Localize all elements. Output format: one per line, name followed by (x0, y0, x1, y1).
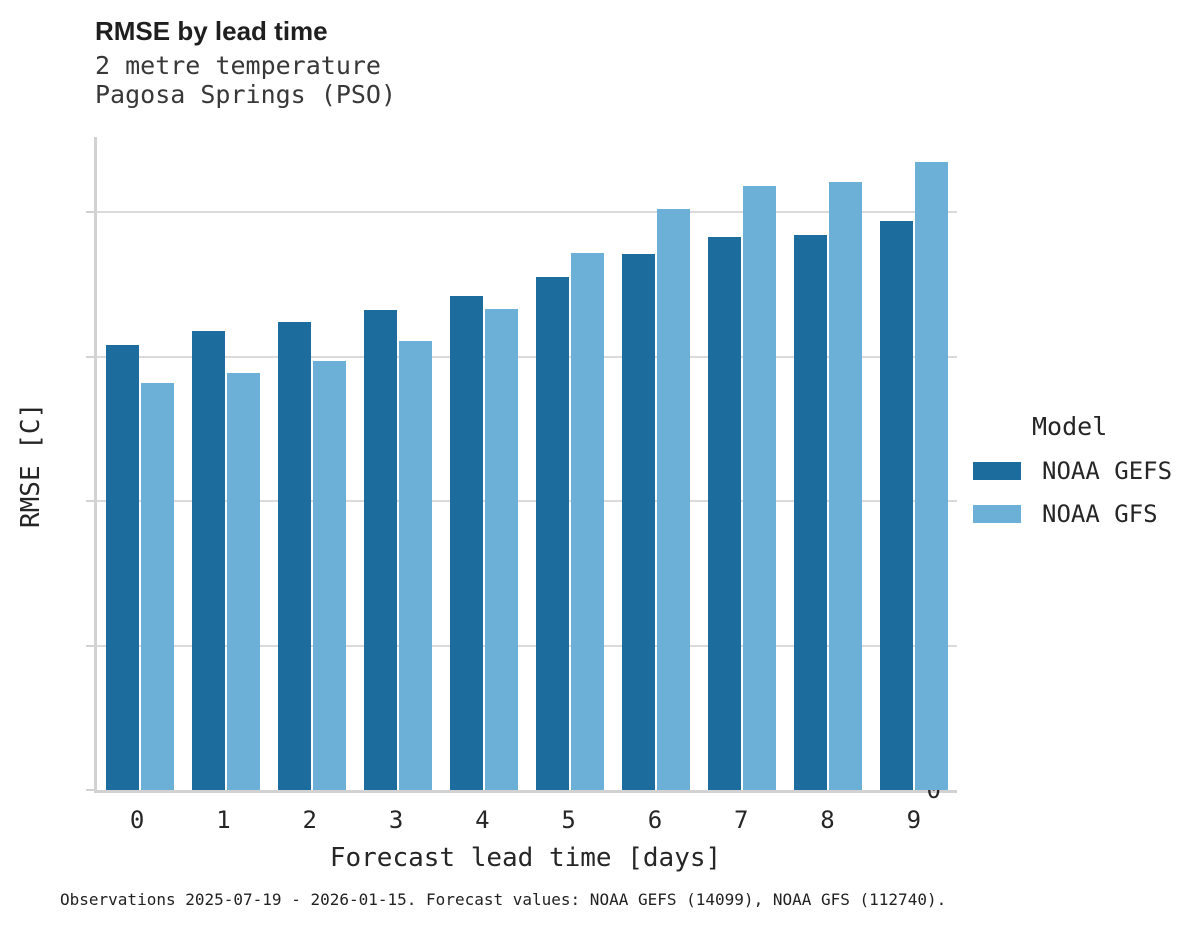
chart-subtitle-variable: 2 metre temperature (95, 51, 381, 80)
x-tick-label-5: 5 (561, 806, 576, 834)
legend: Model NOAA GEFS NOAA GFS (973, 412, 1188, 543)
x-tick-label-3: 3 (388, 806, 404, 834)
x-tick-label-1: 1 (216, 806, 231, 834)
legend-label: NOAA GFS (1042, 500, 1158, 528)
bar-noaa-gefs-lead-3 (364, 310, 397, 790)
x-tick-label-2: 2 (302, 806, 317, 834)
x-tick-label-4: 4 (475, 806, 490, 834)
bar-noaa-gefs-lead-7 (708, 236, 741, 790)
bar-noaa-gfs-lead-5 (571, 252, 604, 790)
legend-title: Model (1032, 412, 1108, 441)
bar-noaa-gefs-lead-4 (450, 295, 483, 790)
x-axis-label: Forecast lead time [days] (329, 843, 722, 873)
legend-swatch-noaa-gfs (973, 505, 1021, 523)
legend-items: NOAA GEFS NOAA GFS (973, 457, 1188, 528)
y-axis-label: RMSE [C] (16, 402, 46, 528)
chart-subtitle-station: Pagosa Springs (PSO) (95, 80, 397, 109)
x-tick-label-8: 8 (820, 806, 835, 834)
x-axis-tick-labels: 0 1 2 3 4 5 6 7 8 9 (94, 806, 957, 834)
bar-noaa-gfs-lead-1 (227, 372, 260, 790)
bar-group-lead-1 (192, 137, 260, 790)
legend-swatch-noaa-gefs (973, 462, 1021, 480)
bar-group-lead-6 (622, 137, 690, 790)
bar-noaa-gefs-lead-8 (794, 235, 827, 790)
bar-noaa-gfs-lead-6 (657, 209, 690, 790)
bar-noaa-gefs-lead-6 (622, 254, 655, 790)
legend-label: NOAA GEFS (1042, 457, 1173, 485)
bar-group-lead-9 (880, 137, 948, 790)
bar-group-lead-7 (708, 137, 776, 790)
bar-group-lead-0 (106, 137, 174, 790)
gridline-y-1 (97, 644, 957, 647)
bar-noaa-gfs-lead-2 (313, 360, 346, 790)
bar-noaa-gefs-lead-1 (192, 330, 225, 790)
gridline-y-3 (97, 355, 957, 358)
bar-group-lead-5 (536, 137, 604, 790)
bar-noaa-gfs-lead-7 (743, 186, 776, 790)
x-tick-label-9: 9 (906, 806, 922, 834)
y-tick-mark-0 (86, 789, 94, 791)
chart-title: RMSE by lead time (95, 16, 328, 46)
x-tick-label-6: 6 (647, 806, 663, 834)
bar-noaa-gefs-lead-2 (278, 321, 311, 790)
bar-group-lead-8 (794, 137, 862, 790)
legend-item-noaa-gefs: NOAA GEFS (973, 457, 1188, 485)
bar-group-lead-2 (278, 137, 346, 790)
bar-noaa-gefs-lead-5 (536, 277, 569, 790)
bar-noaa-gfs-lead-4 (485, 308, 518, 790)
y-tick-mark-1 (86, 644, 94, 647)
bar-noaa-gfs-lead-0 (141, 382, 174, 790)
x-tick-label-0: 0 (129, 806, 145, 834)
bar-noaa-gfs-lead-8 (829, 181, 862, 790)
gridline-y-4 (97, 211, 957, 214)
y-tick-mark-4 (86, 211, 94, 214)
bar-noaa-gefs-lead-9 (880, 220, 913, 790)
footer-caption: Observations 2025-07-19 - 2026-01-15. Fo… (60, 890, 947, 909)
bar-noaa-gfs-lead-3 (399, 340, 432, 790)
y-tick-mark-2 (86, 500, 94, 503)
x-tick-label-7: 7 (734, 806, 749, 834)
bar-group-lead-3 (364, 137, 432, 790)
legend-item-noaa-gfs: NOAA GFS (973, 500, 1188, 528)
gridline-y-2 (97, 500, 957, 503)
bar-noaa-gfs-lead-9 (915, 161, 948, 790)
bar-group-lead-4 (450, 137, 518, 790)
bar-noaa-gefs-lead-0 (106, 345, 139, 790)
y-tick-mark-3 (86, 355, 94, 358)
